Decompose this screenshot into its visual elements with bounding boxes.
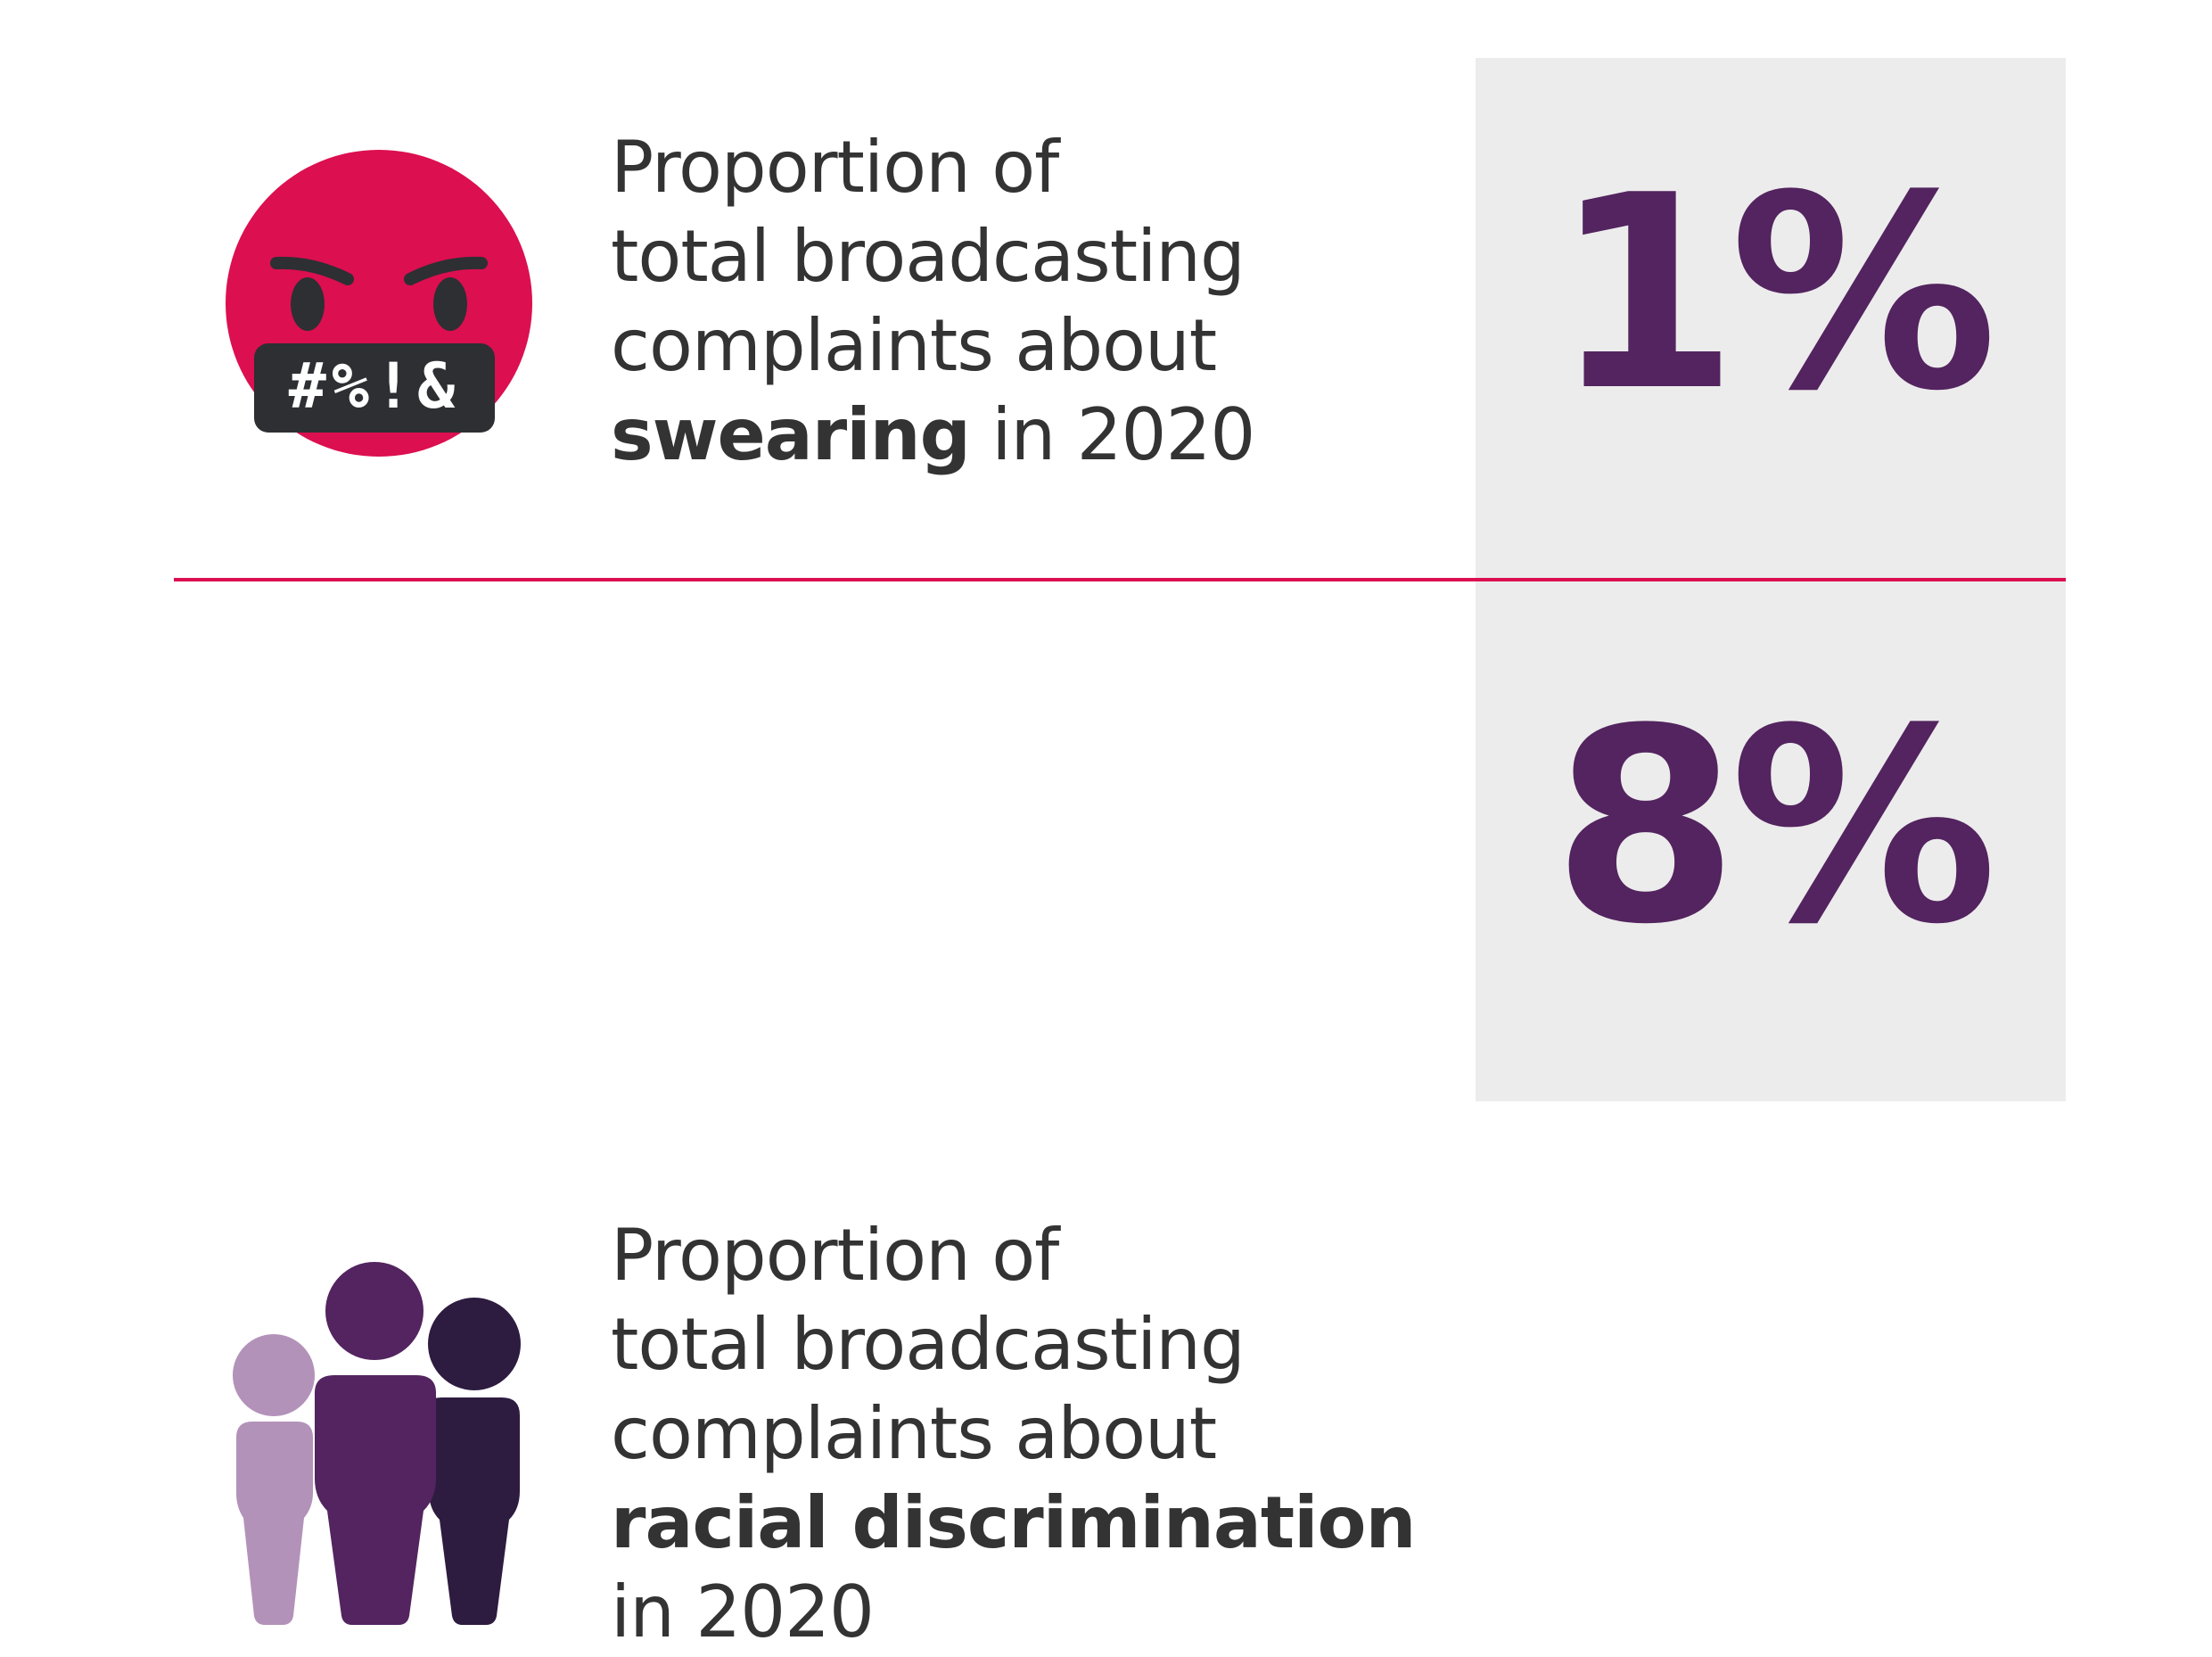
label-line: complaints about (611, 1392, 1217, 1475)
label-line: Proportion of (611, 1214, 1059, 1297)
label-emphasis: swearing (611, 393, 971, 476)
label-line: swearing in 2020 (611, 391, 1255, 480)
stat-value: 1% (1552, 138, 1997, 449)
label-tail: in 2020 (611, 1570, 875, 1653)
label-tail: in 2020 (969, 393, 1255, 476)
label-line: total broadcasting (611, 1303, 1246, 1386)
stat-racial-discrimination: Proportion of total broadcasting complai… (0, 581, 2212, 1653)
stat-label: Proportion of total broadcasting complai… (611, 123, 1255, 480)
section-divider (174, 578, 2066, 581)
group-of-people-icon (233, 1262, 521, 1625)
label-line: complaints about (611, 304, 1217, 387)
label-line: total broadcasting (611, 215, 1246, 298)
label-line: Proportion of (611, 126, 1059, 209)
stat-value: 8% (1552, 672, 1997, 983)
stat-label: Proportion of total broadcasting complai… (611, 1211, 1416, 1657)
label-emphasis: racial discrimination (611, 1481, 1416, 1564)
stat-swearing: #%!& Proportion of total broadcasting co… (0, 0, 2212, 578)
swear-symbols: #%!& (289, 350, 461, 423)
angry-swearing-face-icon: #%!& (226, 150, 532, 457)
